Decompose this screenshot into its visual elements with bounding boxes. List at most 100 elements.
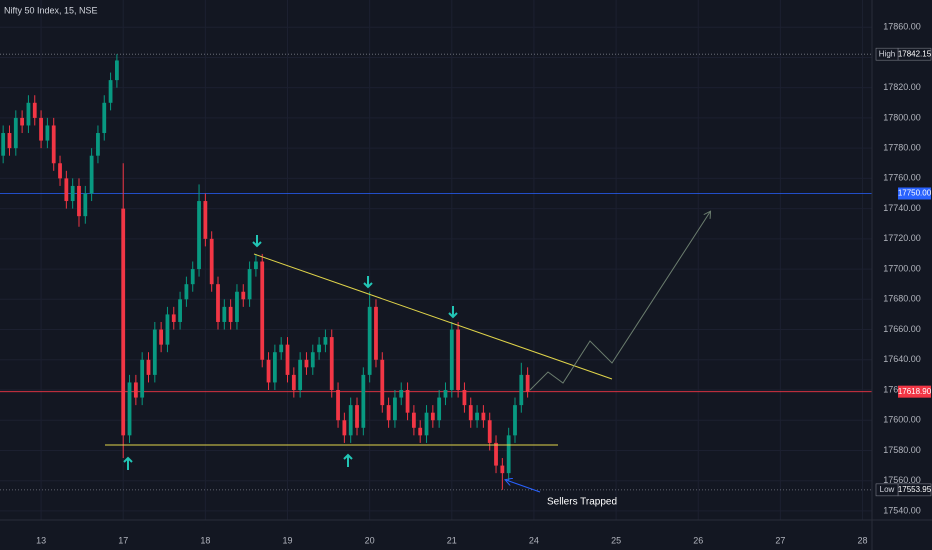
price-tag	[898, 187, 931, 200]
candle-body	[285, 344, 290, 375]
x-tick-label: 19	[282, 535, 292, 545]
candle-body	[399, 390, 404, 398]
candle-body	[405, 390, 410, 413]
trendline	[253, 253, 613, 380]
arrows	[123, 235, 458, 470]
candle-body	[494, 442, 498, 466]
y-tick-label: 17720.00	[883, 233, 921, 243]
candle-body	[209, 238, 214, 285]
candle-body	[475, 412, 479, 421]
candle-body	[152, 329, 157, 375]
candle-body	[70, 185, 75, 202]
candle-body	[247, 269, 252, 300]
y-tick-label: 17680.00	[883, 294, 921, 304]
candle-body	[317, 344, 321, 353]
candle-body	[58, 163, 62, 179]
annotation: Sellers Trapped	[547, 497, 617, 508]
candle-body	[216, 284, 220, 322]
candle-body	[1, 133, 6, 156]
y-tick-label: 17760.00	[883, 173, 921, 183]
candle-body	[178, 299, 182, 322]
candle-body	[39, 117, 43, 141]
candle-body	[133, 382, 138, 398]
candle-body	[83, 193, 88, 217]
x-tick-label: 18	[200, 535, 210, 545]
y-tick-label: 17800.00	[883, 112, 921, 122]
candle-body	[127, 382, 132, 436]
price-tag-label: Low	[880, 485, 895, 494]
candle-body	[32, 102, 37, 118]
candle-body	[165, 314, 170, 345]
price-lines	[0, 53, 872, 491]
candle-body	[449, 329, 454, 390]
candle-body	[254, 261, 258, 270]
x-tick-label: 26	[693, 535, 703, 545]
candle-body	[197, 201, 201, 270]
candle-body	[45, 125, 50, 141]
projection	[529, 212, 710, 391]
candle-body	[424, 412, 429, 436]
price-axis	[872, 0, 932, 550]
price-tag-value: 17842.15	[898, 49, 932, 58]
x-tick-label: 21	[447, 535, 457, 545]
candle-body	[13, 117, 18, 149]
candle-body	[108, 80, 113, 103]
candle-body	[393, 397, 397, 421]
chart-title: Nifty 50 Index, 15, NSE	[4, 5, 98, 15]
candle-body	[304, 359, 309, 368]
x-tick-label: 28	[858, 535, 868, 545]
candle-body	[348, 405, 353, 436]
candle-body	[222, 306, 227, 322]
candle-body	[241, 291, 246, 300]
candle-body	[380, 359, 385, 406]
candle-body	[77, 185, 81, 217]
candle-body	[336, 390, 340, 421]
candle-body	[481, 412, 486, 421]
candle-body	[513, 405, 517, 436]
candle-body	[20, 117, 25, 126]
price-tag-value: 17553.95	[898, 485, 932, 494]
y-tick-label: 17640.00	[883, 354, 921, 364]
annotation-arrow	[506, 480, 541, 493]
candles	[1, 54, 530, 490]
candle-body	[323, 337, 328, 345]
candle-body	[260, 261, 265, 360]
candle-body	[310, 352, 315, 368]
price-tag-value: 17618.90	[898, 387, 932, 396]
candle-body	[506, 435, 511, 474]
candle-body	[500, 465, 505, 474]
candle-body	[468, 405, 473, 421]
x-tick-label: 13	[36, 535, 46, 545]
candle-body	[159, 329, 164, 345]
y-tick-label: 17780.00	[883, 143, 921, 153]
x-tick-label: 25	[611, 535, 621, 545]
y-tick-label: 17660.00	[883, 324, 921, 334]
candle-body	[64, 178, 69, 202]
candle-body	[171, 314, 176, 322]
price-tag-label-box	[875, 47, 899, 61]
x-tick-label: 24	[529, 535, 539, 545]
price-tag	[898, 385, 931, 398]
candle-body	[437, 397, 442, 421]
grid	[0, 0, 872, 520]
candle-body	[462, 390, 467, 406]
y-tick-label: 17560.00	[883, 475, 921, 485]
candle-body	[443, 390, 448, 398]
candle-body	[411, 412, 416, 428]
y-tick-label: 17600.00	[883, 415, 921, 425]
y-tick-label: 17740.00	[883, 203, 921, 213]
candle-body	[121, 208, 126, 436]
candle-body	[487, 420, 492, 443]
candle-body	[203, 201, 208, 239]
candle-body	[272, 352, 277, 383]
candle-body	[190, 269, 195, 285]
candle-body	[291, 374, 296, 390]
y-tick-label: 17860.00	[883, 22, 921, 32]
candle-body	[228, 306, 233, 322]
candle-body	[26, 102, 31, 126]
candle-body	[525, 374, 530, 392]
candle-body	[329, 337, 334, 390]
candle-body	[140, 359, 145, 398]
candle-body	[361, 374, 366, 428]
